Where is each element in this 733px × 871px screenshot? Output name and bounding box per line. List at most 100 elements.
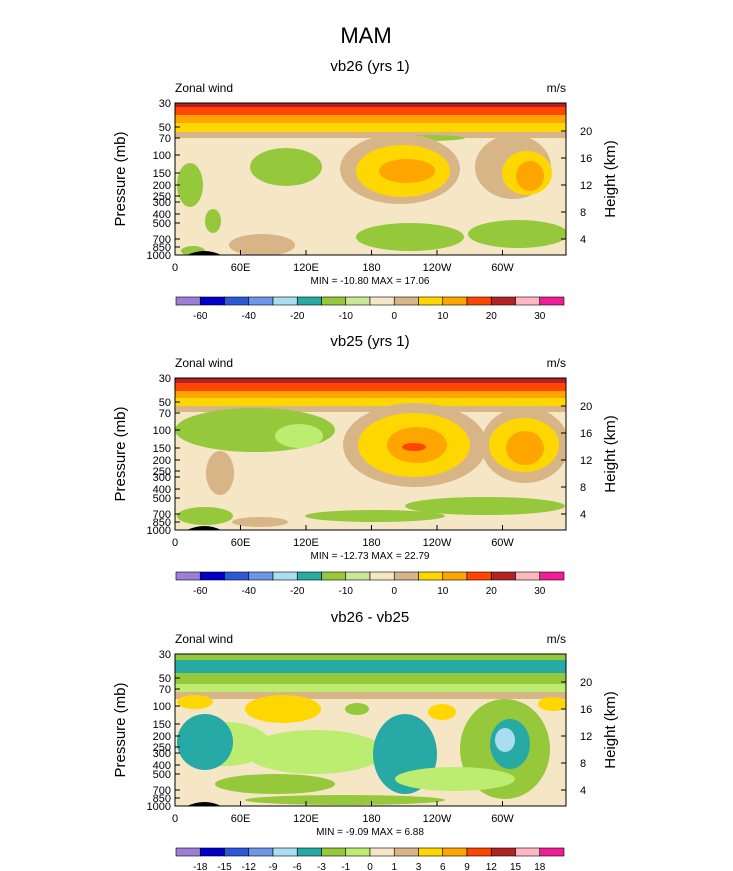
y2-tick-label: 12 — [580, 180, 592, 192]
y-tick-label: 850 — [153, 517, 171, 529]
y-tick-label: 400 — [153, 484, 171, 496]
x-tick-label: 60W — [491, 262, 514, 274]
contour-region — [495, 728, 515, 752]
contour-fills — [175, 103, 566, 255]
colorbar-swatch — [272, 571, 298, 581]
contour-band — [175, 383, 566, 393]
y2-axis-label: Height (km) — [602, 415, 619, 493]
contour-region — [538, 697, 566, 711]
colorbar-swatch — [418, 847, 444, 857]
contour-region — [250, 148, 322, 186]
y2-axis-label: Height (km) — [602, 140, 619, 218]
y-tick-label: 100 — [153, 425, 171, 437]
min-max-stats: MIN = -9.09 MAX = 6.88 — [316, 827, 424, 838]
contour-region — [275, 424, 323, 448]
colorbar-swatch — [248, 296, 274, 306]
x-tick-label: 120E — [293, 813, 319, 825]
colorbar-label: -20 — [290, 311, 305, 322]
colorbar-swatch — [369, 571, 395, 581]
colorbar-swatch — [224, 571, 250, 581]
y-tick-label: 1000 — [147, 525, 171, 537]
variable-label: Zonal wind — [175, 356, 233, 370]
colorbar-swatch — [393, 847, 419, 857]
colorbar-label: 3 — [416, 862, 422, 871]
colorbar-swatch — [248, 847, 274, 857]
colorbar-label: 12 — [486, 862, 498, 871]
x-tick-label: 0 — [172, 537, 178, 549]
contour-band — [175, 673, 566, 685]
colorbar-swatch — [466, 571, 492, 581]
y2-tick-label: 8 — [580, 758, 586, 770]
colorbar-swatch — [442, 296, 468, 306]
topography — [187, 251, 221, 255]
contour-region — [379, 159, 435, 183]
y-tick-label: 100 — [153, 701, 171, 713]
colorbar-swatch — [296, 571, 322, 581]
y-tick-label: 50 — [159, 122, 171, 134]
y-axis-label: Pressure (mb) — [112, 682, 129, 777]
x-tick-label: 0 — [172, 813, 178, 825]
x-tick-label: 180 — [362, 813, 380, 825]
topography — [187, 802, 221, 806]
contour-region — [305, 510, 445, 522]
y2-tick-label: 12 — [580, 731, 592, 743]
contour-band — [175, 660, 566, 674]
colorbar-swatch — [345, 847, 371, 857]
units-label: m/s — [547, 81, 566, 95]
contour-region — [177, 507, 233, 525]
y-tick-label: 1000 — [147, 801, 171, 813]
y2-tick-label: 8 — [580, 207, 586, 219]
colorbar-swatch — [490, 571, 516, 581]
colorbar-label: 30 — [534, 586, 546, 597]
colorbar-swatch — [442, 571, 468, 581]
colorbar-swatch — [224, 847, 250, 857]
x-tick-label: 60W — [491, 537, 514, 549]
contour-region — [405, 497, 565, 515]
y2-tick-label: 4 — [580, 234, 586, 246]
colorbar-swatch — [369, 296, 395, 306]
contour-band — [175, 692, 566, 699]
colorbar-label: 0 — [391, 586, 397, 597]
panel-title: vb25 (yrs 1) — [330, 333, 409, 350]
colorbar-label: 20 — [486, 586, 498, 597]
colorbar-swatch — [393, 571, 419, 581]
y-tick-label: 300 — [153, 472, 171, 484]
variable-label: Zonal wind — [175, 81, 233, 95]
colorbar-swatch — [539, 571, 565, 581]
colorbar-label: -60 — [193, 586, 208, 597]
colorbar-swatch — [199, 296, 225, 306]
y-tick-label: 500 — [153, 218, 171, 230]
contour-region — [345, 703, 369, 715]
colorbar-label: -10 — [339, 311, 354, 322]
min-max-stats: MIN = -12.73 MAX = 22.79 — [311, 551, 430, 562]
contour-band — [175, 684, 566, 692]
panel-title: vb26 - vb25 — [331, 609, 409, 626]
y-tick-label: 200 — [153, 455, 171, 467]
y-tick-label: 250 — [153, 191, 171, 203]
panel-title: vb26 (yrs 1) — [330, 58, 409, 75]
contour-band — [175, 378, 566, 387]
contour-region — [177, 163, 203, 207]
y-tick-label: 500 — [153, 769, 171, 781]
contour-band — [175, 654, 566, 661]
colorbar-swatch — [296, 847, 322, 857]
y-tick-label: 50 — [159, 673, 171, 685]
x-tick-label: 120W — [423, 262, 452, 274]
y2-tick-label: 16 — [580, 704, 592, 716]
colorbar-label: -40 — [242, 311, 257, 322]
y-axis-label: Pressure (mb) — [112, 131, 129, 226]
y-tick-label: 30 — [159, 373, 171, 385]
colorbar-label: 9 — [464, 862, 470, 871]
colorbar-label: 15 — [510, 862, 522, 871]
y2-tick-label: 16 — [580, 153, 592, 165]
y-tick-label: 1000 — [147, 250, 171, 262]
colorbar-swatch — [418, 571, 444, 581]
contour-band — [175, 123, 566, 133]
colorbar-swatch — [224, 296, 250, 306]
colorbar-label: 1 — [391, 862, 397, 871]
x-tick-label: 60W — [491, 813, 514, 825]
colorbar-label: -15 — [217, 862, 232, 871]
colorbar-swatch — [442, 847, 468, 857]
colorbar-swatch — [515, 296, 541, 306]
